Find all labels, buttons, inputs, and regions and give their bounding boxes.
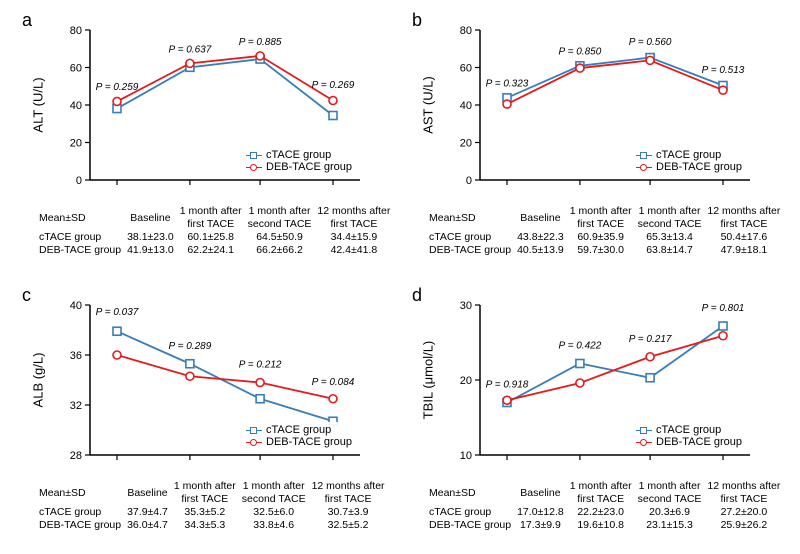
legend-marker-deb: [636, 167, 652, 168]
y-axis-label-a: ALT (U/L): [31, 77, 46, 132]
panel-d: d TBIL (μmol/L) 10 20 30 P = 0.918 P = 0.422 P …: [410, 285, 780, 545]
svg-text:P = 0.637: P = 0.637: [169, 45, 212, 56]
svg-text:P = 0.801: P = 0.801: [702, 303, 745, 314]
legend-marker-ctace: [246, 155, 262, 156]
plot-c: 28323640P = 0.037P = 0.289P = 0.212P = 0…: [90, 305, 360, 455]
panel-b: b AST (U/L) 0 20 40 60 80 P = 0.323 P = 0.850 P =…: [410, 10, 780, 270]
panel-label-a: a: [22, 10, 32, 31]
y-axis-label-d: TBIL (μmol/L): [421, 341, 436, 420]
legend-label-ctace: cTACE group: [656, 424, 721, 436]
svg-text:P = 0.269: P = 0.269: [312, 80, 355, 91]
panel-label-c: c: [22, 285, 31, 306]
legend-marker-deb: [246, 442, 262, 443]
figure-root: a ALT (U/L) 0 20 40 60 80 P = 0.259 P = 0.637 P =…: [0, 0, 800, 554]
data-table-a: Mean±SDBaseline1 month afterfirst TACE1 …: [36, 205, 386, 258]
svg-text:20: 20: [460, 138, 472, 150]
legend: cTACE groupDEB-TACE group: [243, 422, 355, 450]
panel-label-b: b: [412, 10, 422, 31]
legend-marker-deb: [246, 167, 262, 168]
data-table-b: Mean±SDBaseline1 month afterfirst TACE1 …: [426, 205, 776, 258]
legend-label-ctace: cTACE group: [656, 149, 721, 161]
svg-text:P = 0.513: P = 0.513: [702, 65, 745, 76]
plot-a: 020406080P = 0.259P = 0.637P = 0.885P = …: [90, 30, 360, 180]
svg-text:40: 40: [70, 300, 82, 312]
data-table-c: Mean±SDBaseline1 month afterfirst TACE1 …: [36, 480, 386, 533]
svg-text:30: 30: [460, 300, 472, 312]
legend-label-deb: DEB-TACE group: [266, 161, 352, 173]
plot-b: 020406080P = 0.323P = 0.850P = 0.560P = …: [480, 30, 750, 180]
legend: cTACE groupDEB-TACE group: [633, 422, 745, 450]
svg-text:40: 40: [460, 100, 472, 112]
svg-text:P = 0.259: P = 0.259: [96, 82, 139, 93]
legend: cTACE groupDEB-TACE group: [633, 147, 745, 175]
svg-text:20: 20: [460, 375, 472, 387]
svg-text:0: 0: [76, 175, 82, 187]
svg-text:P = 0.217: P = 0.217: [629, 334, 672, 345]
data-table-d: Mean±SDBaseline1 month afterfirst TACE1 …: [426, 480, 776, 533]
plot-d: 102030P = 0.918P = 0.422P = 0.217P = 0.8…: [480, 305, 750, 455]
panel-label-d: d: [412, 285, 422, 306]
legend-marker-ctace: [636, 155, 652, 156]
svg-text:P = 0.422: P = 0.422: [559, 341, 602, 352]
svg-text:P = 0.323: P = 0.323: [486, 78, 529, 89]
legend: cTACE groupDEB-TACE group: [243, 147, 355, 175]
svg-text:P = 0.212: P = 0.212: [239, 360, 282, 371]
svg-text:P = 0.084: P = 0.084: [312, 377, 355, 388]
panel-c: c ALB (g/L) 28 32 36 40 P = 0.037 P = 0.289 P = …: [20, 285, 390, 545]
y-axis-label-c: ALB (g/L): [31, 353, 46, 408]
svg-text:P = 0.289: P = 0.289: [169, 341, 212, 352]
legend-marker-deb: [636, 442, 652, 443]
legend-label-ctace: cTACE group: [266, 149, 331, 161]
svg-text:20: 20: [70, 138, 82, 150]
svg-text:P = 0.037: P = 0.037: [96, 307, 139, 318]
svg-text:40: 40: [70, 100, 82, 112]
legend-label-ctace: cTACE group: [266, 424, 331, 436]
legend-label-deb: DEB-TACE group: [266, 436, 352, 448]
svg-text:60: 60: [460, 63, 472, 75]
legend-marker-ctace: [636, 430, 652, 431]
svg-text:36: 36: [70, 350, 82, 362]
svg-text:P = 0.850: P = 0.850: [559, 46, 602, 57]
svg-text:80: 80: [70, 25, 82, 37]
panel-a: a ALT (U/L) 0 20 40 60 80 P = 0.259 P = 0.637 P =…: [20, 10, 390, 270]
legend-marker-ctace: [246, 430, 262, 431]
svg-text:P = 0.918: P = 0.918: [486, 380, 529, 391]
svg-text:60: 60: [70, 63, 82, 75]
y-axis-label-b: AST (U/L): [421, 76, 436, 134]
svg-text:28: 28: [70, 450, 82, 462]
svg-text:0: 0: [466, 175, 472, 187]
svg-text:P = 0.560: P = 0.560: [629, 37, 672, 48]
svg-text:80: 80: [460, 25, 472, 37]
svg-text:32: 32: [70, 400, 82, 412]
legend-label-deb: DEB-TACE group: [656, 161, 742, 173]
svg-text:P = 0.885: P = 0.885: [239, 37, 282, 48]
legend-label-deb: DEB-TACE group: [656, 436, 742, 448]
svg-text:10: 10: [460, 450, 472, 462]
